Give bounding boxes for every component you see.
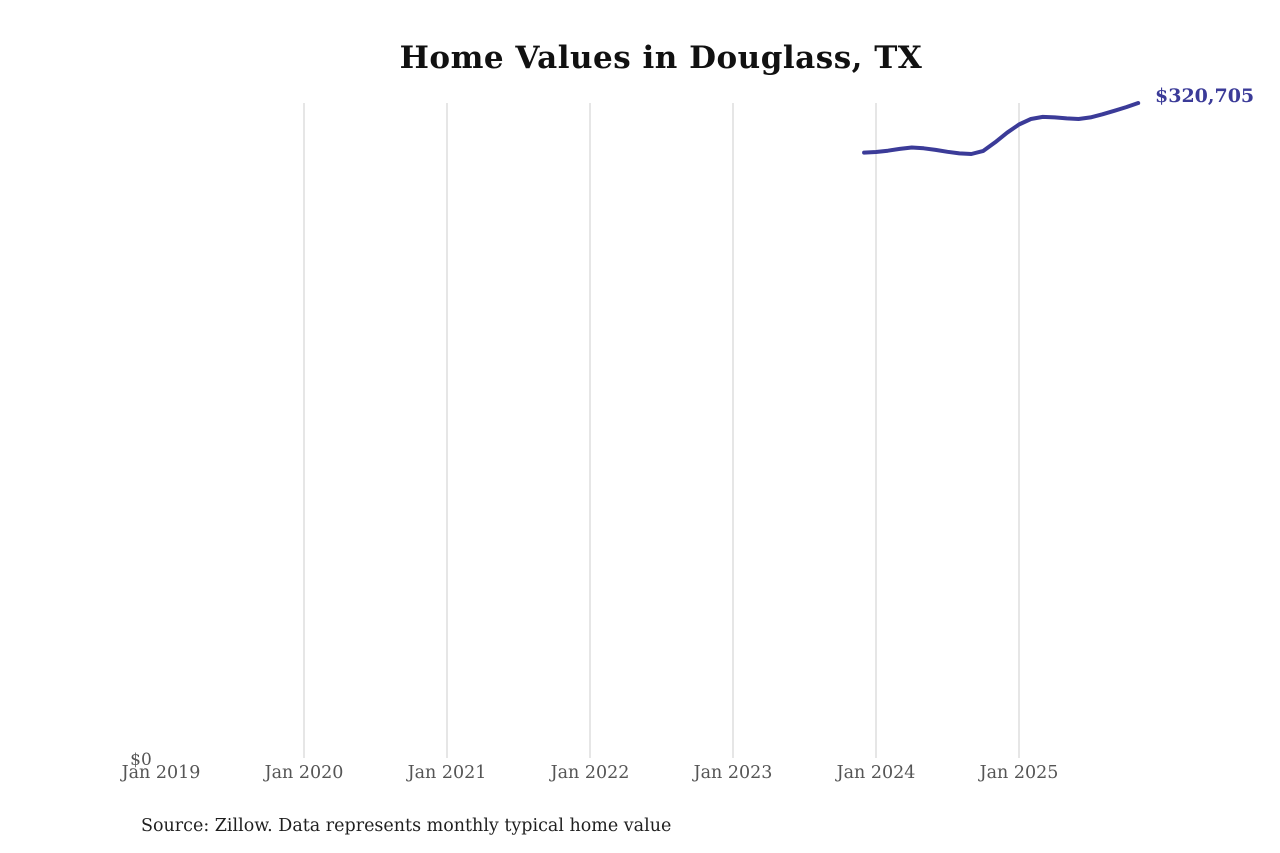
source-note: Source: Zillow. Data represents monthly … — [141, 816, 672, 836]
x-tick-label: Jan 2021 — [407, 763, 487, 783]
chart-title: Home Values in Douglass, TX — [399, 40, 923, 76]
x-tick-label: Jan 2020 — [264, 763, 344, 783]
x-tick-label: Jan 2025 — [979, 763, 1059, 783]
current-value-label: $320,705 — [1155, 85, 1255, 107]
x-tick-label: Jan 2023 — [693, 763, 773, 783]
y-axis-zero-label: $0 — [130, 750, 152, 770]
x-tick-label: Jan 2019 — [121, 763, 201, 783]
home-value-line — [862, 101, 1141, 156]
gridlines — [303, 103, 1020, 758]
x-tick-label: Jan 2024 — [836, 763, 916, 783]
x-tick-label: Jan 2022 — [550, 763, 630, 783]
